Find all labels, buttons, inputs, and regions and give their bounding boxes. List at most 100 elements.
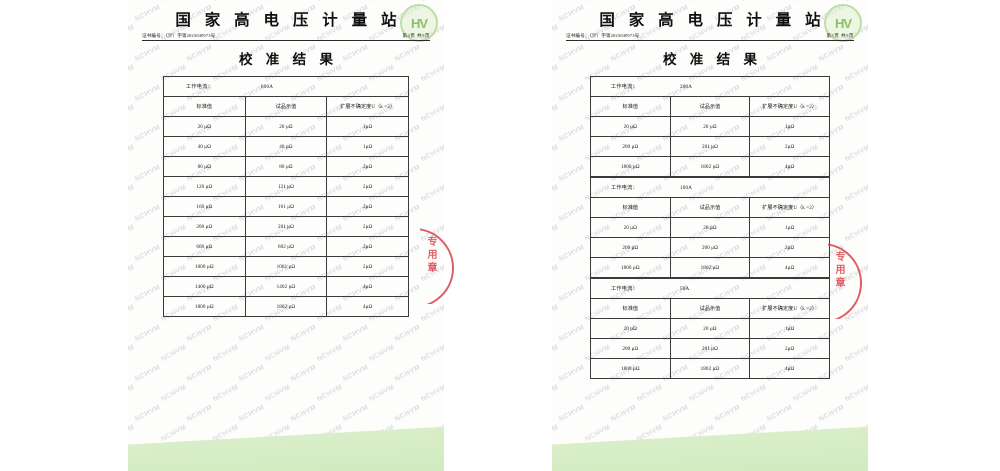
table-row: 200 μΩ 201 μΩ 2μΩ: [163, 216, 409, 237]
hv-logo-left: HV: [400, 4, 438, 42]
page-number-left: 第4页 共5页: [402, 33, 430, 38]
uncertainty-cell: 2μΩ: [749, 237, 830, 258]
dut-reading-cell: 20 μΩ: [669, 217, 751, 238]
uncertainty-cell: 1μΩ: [326, 136, 409, 157]
uncertainty-cell: 1μΩ: [749, 217, 830, 238]
uncertainty-cell: 1μΩ: [749, 116, 830, 137]
dut-reading-cell: 1802 μΩ: [669, 156, 751, 177]
watermark-text: NCHVM: [419, 383, 444, 404]
watermark-text: NCHVM: [341, 363, 370, 384]
certificate-page-5: NCHVM NCHVM NCHVM NCHVM NCHVM NCHVM NCHVM NCHVM…: [552, 0, 868, 471]
dut-reading-cell: 201 μΩ: [244, 216, 328, 237]
table-row: 200 μΩ 201 μΩ 2μΩ: [590, 136, 830, 157]
working-current-row: 工作电流： 100A: [590, 177, 830, 198]
uncertainty-cell: 2μΩ: [326, 236, 409, 257]
standard-value-cell: 20 μΩ: [590, 116, 671, 137]
table-row: 80 μΩ 80 μΩ 2μΩ: [163, 156, 409, 177]
column-header: 标准值: [590, 197, 671, 218]
watermark-text: NCHVM: [211, 383, 240, 404]
table-row: 1400 μΩ 1402 μΩ 4μΩ: [163, 276, 409, 297]
standard-value-cell: 1800 μΩ: [163, 296, 246, 317]
table-row: 200 μΩ 200 μΩ 2μΩ: [590, 237, 830, 258]
table-row: 1800 μΩ 1802 μΩ 4μΩ: [590, 358, 830, 379]
hv-logo-text-left: HV: [410, 15, 428, 31]
column-header: 扩展不确定度U（k =2）: [749, 197, 830, 218]
meta-row-left: 证书编号：（计）字第2025040973号 第4页 共5页: [142, 33, 430, 41]
standard-value-cell: 20 μΩ: [590, 217, 671, 238]
watermark-text: NCHVM: [817, 403, 846, 424]
watermark-text: NCHVM: [552, 423, 560, 444]
standard-value-cell: 1400 μΩ: [163, 276, 246, 297]
column-header: 标准值: [590, 298, 671, 319]
watermark-text: NCHVM: [791, 383, 820, 404]
column-header: 标准值: [163, 96, 246, 117]
working-current-value: 200A: [679, 84, 693, 90]
uncertainty-cell: 2μΩ: [326, 216, 409, 237]
table-row: 20 μΩ 20 μΩ 1μΩ: [590, 116, 830, 137]
certificate-number-right: 证书编号：（计）字第2025040973号: [566, 33, 640, 38]
uncertainty-cell: 2μΩ: [749, 338, 830, 359]
working-current-row: 工作电流： 600A: [163, 76, 409, 97]
working-current-value: 100A: [679, 185, 693, 191]
table-row: 160 μΩ 161 μΩ 2μΩ: [163, 196, 409, 217]
hv-logo-right: HV: [824, 4, 862, 42]
green-band-right: NCHVM: [552, 423, 868, 471]
calibration-table: 工作电流： 50A 标准值 试品示值 扩展不确定度U（k =2） 20 μΩ 20 μΩ 1μ…: [590, 278, 830, 379]
watermark-text: NCHVM: [687, 383, 716, 404]
page-content-left: 国 家 高 电 压 计 量 站 证书编号：（计）字第2025040973号 第4…: [128, 0, 444, 317]
standard-value-cell: 200 μΩ: [590, 237, 671, 258]
calibration-table: 工作电流： 100A 标准值 试品示值 扩展不确定度U（k =2） 20 μΩ 20 μΩ 1…: [590, 177, 830, 278]
hv-logo-text-right: HV: [834, 15, 852, 31]
uncertainty-cell: 2μΩ: [326, 176, 409, 197]
watermark-text: NCHVM: [133, 323, 162, 344]
watermark-text: NCHVM: [367, 383, 396, 404]
standard-value-cell: 80 μΩ: [163, 156, 246, 177]
standard-value-cell: 1800 μΩ: [590, 156, 671, 177]
dut-reading-cell: 20 μΩ: [669, 116, 751, 137]
watermark-text: NCHVM: [557, 403, 586, 424]
dut-reading-cell: 1802 μΩ: [669, 257, 751, 278]
page-number-right: 第5页 共5页: [826, 33, 854, 38]
working-current-label: 工作电流：: [611, 185, 638, 191]
uncertainty-cell: 4μΩ: [749, 257, 830, 278]
watermark-text: NCHVM: [185, 403, 214, 424]
watermark-text: NCHVM: [661, 403, 690, 424]
watermark-text: NCHVM: [133, 363, 162, 384]
standard-value-cell: 20 μΩ: [163, 116, 246, 137]
dut-reading-cell: 121 μΩ: [244, 176, 328, 197]
working-current-cell: 工作电流： 100A: [590, 177, 830, 198]
calibration-table: 工作电流： 600A 标准值 试品示值 扩展不确定度U（k =2） 20 μΩ 20 μΩ 1…: [163, 76, 409, 317]
column-header: 试品示值: [669, 298, 751, 319]
watermark-text: NCHVM: [159, 423, 188, 444]
calibration-tables-right: 工作电流： 200A 标准值 试品示值 扩展不确定度U（k =2） 20 μΩ 20 μΩ 1…: [566, 76, 854, 379]
certificate-number-left: 证书编号：（计）字第2025040973号: [142, 33, 216, 38]
uncertainty-cell: 2μΩ: [326, 256, 409, 277]
table-header-row: 标准值 试品示值 扩展不确定度U（k =2）: [590, 298, 830, 319]
working-current-row: 工作电流： 50A: [590, 278, 830, 299]
watermark-text: NCHVM: [635, 383, 664, 404]
dut-reading-cell: 1802 μΩ: [669, 358, 751, 379]
watermark-text: NCHVM: [289, 403, 318, 424]
working-current-value: 50A: [679, 286, 690, 292]
organization-title-left: 国 家 高 电 压 计 量 站: [175, 12, 402, 29]
column-header: 试品示值: [669, 96, 751, 117]
table-header-row: 标准值 试品示值 扩展不确定度U（k =2）: [590, 197, 830, 218]
uncertainty-cell: 2μΩ: [326, 196, 409, 217]
dut-reading-cell: 200 μΩ: [669, 237, 751, 258]
page-content-right: 国 家 高 电 压 计 量 站 证书编号：（计）字第2025040973号 第5…: [552, 0, 868, 379]
standard-value-cell: 600 μΩ: [163, 236, 246, 257]
green-band-left: NCHVM: [128, 423, 444, 471]
column-header: 试品示值: [244, 96, 328, 117]
dut-reading-cell: 40 μΩ: [244, 136, 328, 157]
watermark-text: NCHVM: [237, 363, 266, 384]
column-header: 扩展不确定度U（k =2）: [749, 96, 830, 117]
table-row: 120 μΩ 121 μΩ 2μΩ: [163, 176, 409, 197]
watermark-text: NCHVM: [583, 383, 612, 404]
watermark-text: NCHVM: [185, 363, 214, 384]
table-row: 20 μΩ 20 μΩ 1μΩ: [590, 318, 830, 339]
dut-reading-cell: 201 μΩ: [669, 338, 751, 359]
watermark-text: NCHVM: [289, 323, 318, 344]
uncertainty-cell: 1μΩ: [749, 318, 830, 339]
watermark-text: NCHVM: [341, 403, 370, 424]
watermark-text: NCHVM: [128, 343, 136, 364]
